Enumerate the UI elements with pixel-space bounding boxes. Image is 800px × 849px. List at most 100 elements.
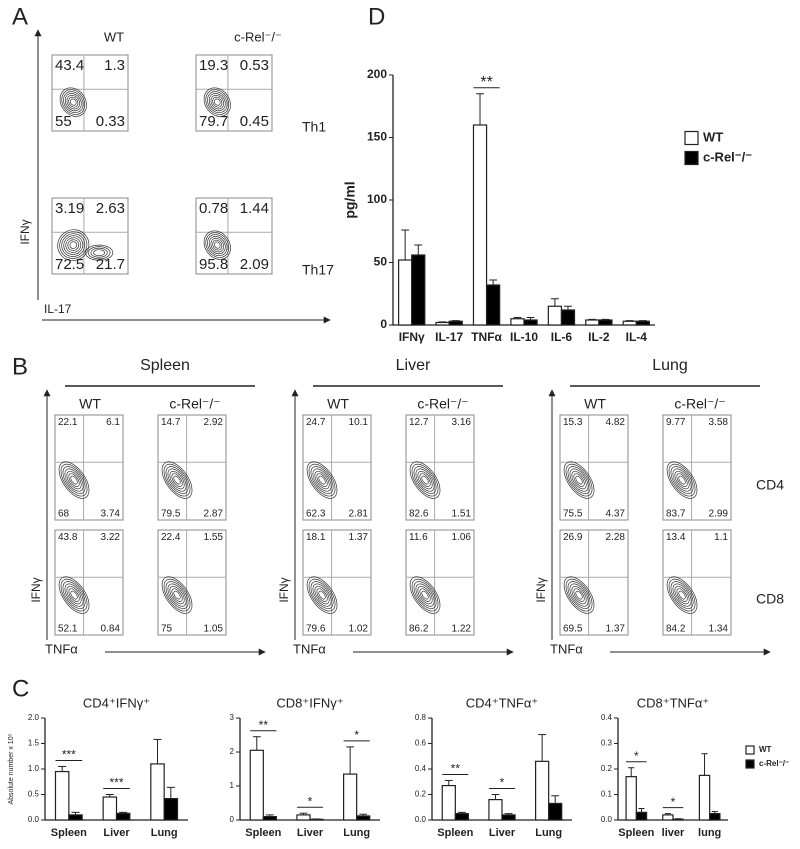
x-tick-label: Spleen: [51, 827, 87, 839]
quadrant-value: 1.05: [204, 624, 224, 635]
contour: [57, 229, 90, 261]
contour: [212, 96, 223, 108]
y-tick-label: 0: [230, 815, 235, 824]
y-axis-label: Absolute number x 10⁵: [8, 733, 15, 804]
contour: [411, 463, 439, 497]
contour: [670, 581, 694, 609]
chart-title: CD4⁺TNFα⁺: [466, 695, 539, 710]
quadrant-value: 22.1: [58, 417, 78, 428]
bar: [411, 254, 426, 326]
contour: [167, 583, 187, 607]
y-tick-label: 2: [230, 747, 235, 756]
contour: [66, 94, 80, 110]
contour: [208, 236, 226, 255]
y-tick-label: 3: [230, 713, 235, 722]
plot-frame: [51, 197, 129, 275]
quadrant-value: 62.3: [306, 509, 326, 520]
plot-frame: [662, 414, 732, 521]
quadrant-value: 0.78: [199, 200, 228, 217]
quadrant-value: 69.5: [563, 624, 583, 635]
quadrant-value: 14.7: [161, 417, 181, 428]
quadrant-value: 2.28: [606, 532, 626, 543]
bar: [115, 812, 131, 821]
y-tick-label: 0.3: [601, 739, 613, 748]
panel-label: A: [12, 3, 28, 30]
quadrant-value: 1.34: [709, 624, 729, 635]
contour: [312, 583, 332, 607]
tissue-label: Spleen: [140, 357, 190, 374]
contour: [66, 470, 82, 490]
y-tick-label: 0.6: [415, 739, 427, 748]
x-tick-label: IL-4: [626, 330, 648, 344]
plot-frame: [157, 414, 227, 521]
y-tick-label: 0: [380, 317, 387, 331]
quadrant-value: 79.6: [306, 624, 326, 635]
chart-title: CD4⁺IFNγ⁺: [83, 695, 150, 710]
quadrant-value: 0.33: [96, 113, 125, 130]
contour: [419, 473, 431, 487]
contour: [210, 237, 224, 253]
bar: [68, 814, 83, 821]
quadrant-value: 2.87: [204, 509, 224, 520]
contour: [63, 235, 84, 255]
bar: [709, 813, 721, 821]
quadrant-value: 2.81: [349, 509, 369, 520]
row-label: Th1: [302, 119, 326, 135]
quadrant-value: 1.55: [204, 532, 224, 543]
contour: [165, 466, 189, 494]
contour: [87, 246, 111, 260]
quadrant-value: 0.45: [240, 113, 269, 130]
contour: [203, 230, 231, 260]
legend-swatch: [745, 759, 755, 769]
x-tick-label: IFNγ: [399, 330, 425, 344]
bar: [510, 318, 525, 326]
x-tick-label: Spleen: [437, 827, 473, 839]
y-tick-label: 0.4: [415, 764, 427, 773]
contour: [421, 475, 429, 485]
contour: [171, 588, 183, 602]
plot-frame: [559, 529, 629, 636]
contour: [306, 461, 338, 499]
contour: [161, 461, 193, 499]
plot-frame: [51, 54, 129, 132]
quadrant-value: 1.37: [606, 624, 626, 635]
quadrant-value: 3.16: [452, 417, 472, 428]
chart-title: CD8⁺IFNγ⁺: [276, 695, 343, 710]
quadrant-value: 3.74: [101, 509, 121, 520]
contour: [575, 590, 583, 600]
quadrant-value: 79.5: [161, 509, 181, 520]
quadrant-value: 0.84: [101, 624, 121, 635]
contour: [565, 463, 593, 497]
contour: [666, 461, 698, 499]
significance-label: *: [500, 776, 505, 790]
contour: [318, 590, 326, 600]
contour: [205, 232, 230, 258]
panel-label: D: [368, 3, 385, 30]
y-tick-label: 0.2: [601, 764, 613, 773]
y-tick-label: 200: [367, 67, 387, 81]
contour: [67, 239, 80, 251]
contour: [419, 588, 431, 602]
bar: [560, 309, 576, 326]
significance-label: *: [354, 728, 359, 742]
bar: [249, 749, 264, 821]
contour: [312, 468, 332, 492]
significance-label: *: [634, 749, 639, 763]
contour: [61, 233, 86, 257]
contour: [409, 576, 441, 614]
contour: [676, 588, 688, 602]
y-tick-label: 1.5: [28, 739, 40, 748]
plot-frame: [54, 414, 124, 521]
quadrant-value: 84.2: [666, 624, 686, 635]
bar: [547, 305, 563, 326]
chart-title: CD8⁺TNFα⁺: [637, 695, 710, 710]
contour: [65, 237, 82, 253]
contour: [207, 91, 228, 114]
bar: [501, 814, 516, 821]
quadrant-value: 2.92: [204, 417, 224, 428]
plot-frame: [195, 54, 273, 132]
contour: [58, 576, 90, 614]
bar: [548, 802, 563, 821]
plot-frame: [54, 529, 124, 636]
